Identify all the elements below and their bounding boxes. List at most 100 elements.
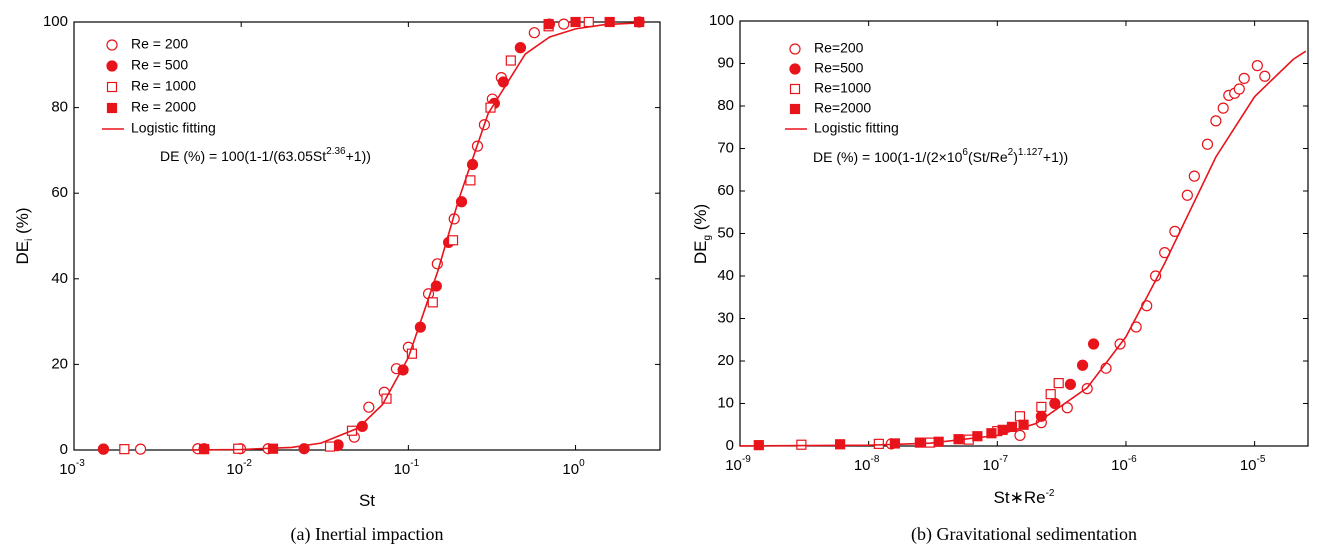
tick-exponent: 0: [579, 458, 585, 469]
tick-exponent: -9: [742, 454, 751, 465]
data-point: [1210, 115, 1222, 127]
x-tick-label: 10-2: [226, 458, 252, 478]
data-point: [528, 27, 540, 39]
text-segment: St: [359, 491, 375, 510]
data-point: [1053, 378, 1064, 389]
x-tick-label: 100: [562, 458, 585, 478]
data-point: [497, 76, 509, 88]
data-point: [134, 443, 147, 455]
legend-marker: [789, 103, 801, 115]
fit-line: [739, 50, 1307, 447]
data-point: [1014, 429, 1026, 441]
data-point: [986, 428, 997, 439]
data-point: [485, 102, 496, 113]
x-axis-label: St: [359, 491, 375, 510]
tick-base: 10: [983, 457, 1000, 474]
tick-exponent: -6: [1128, 454, 1137, 465]
legend-text: Re=500: [814, 60, 864, 76]
tick-base: 10: [226, 461, 243, 478]
legend-text: Re = 1000: [131, 78, 196, 94]
legend-text: Logistic fitting: [814, 120, 899, 136]
x-tick-label: 10-6: [1111, 454, 1137, 474]
data-point: [1018, 419, 1029, 430]
legend-marker: [789, 83, 801, 95]
data-point: [1014, 411, 1026, 422]
caption: (a) Inertial impaction: [291, 524, 444, 545]
y-axis-label: DEi (%): [13, 207, 34, 264]
data-point: [1181, 189, 1193, 201]
data-point: [835, 439, 846, 450]
data-point: [1217, 102, 1229, 114]
x-tick-label: 10-1: [394, 458, 420, 478]
y-axis-label: DEg (%): [691, 204, 712, 264]
x-tick-label: 10-8: [854, 454, 880, 474]
tick-base: 10: [1111, 457, 1128, 474]
y-tick-label: 80: [51, 99, 68, 116]
text-segment: (%): [13, 207, 32, 238]
legend-marker: [789, 43, 801, 55]
y-tick-label: 60: [51, 184, 68, 201]
legend-text: Re = 2000: [131, 99, 196, 115]
x-axis-label: St∗Re-2: [994, 488, 1055, 508]
data-point: [465, 175, 476, 186]
y-tick-label: 100: [709, 12, 734, 29]
text-segment: 2: [1008, 147, 1014, 158]
text-segment: DE (%) = 100(1-1/(63.05St: [160, 148, 326, 164]
x-tick-label: 10-5: [1240, 454, 1266, 474]
text-segment: 2.36: [326, 146, 346, 157]
data-point: [1188, 170, 1200, 182]
fit-line: [190, 22, 640, 451]
data-point: [447, 235, 459, 246]
legend-marker: [789, 63, 801, 75]
y-tick-label: 0: [726, 437, 734, 454]
tick-base: 10: [854, 457, 871, 474]
data-point: [1036, 401, 1047, 412]
data-point: [634, 16, 645, 28]
data-point: [972, 431, 983, 442]
legend-text: Re = 500: [131, 57, 188, 73]
data-point: [1076, 359, 1089, 371]
x-tick-label: 10-7: [983, 454, 1009, 474]
data-point: [914, 437, 925, 448]
y-tick-label: 40: [51, 270, 68, 287]
text-segment: St∗Re: [994, 488, 1046, 507]
y-tick-label: 20: [51, 355, 68, 372]
data-point: [1061, 402, 1073, 414]
tick-base: 10: [59, 461, 76, 478]
legend-text: Re=2000: [814, 100, 871, 116]
y-tick-label: 70: [717, 139, 734, 156]
text-segment: (%): [691, 204, 710, 235]
data-point: [1259, 70, 1271, 82]
data-point: [505, 55, 516, 66]
legend-marker: [106, 81, 118, 93]
legend-text: Re=200: [814, 40, 864, 56]
data-point: [1064, 378, 1077, 390]
y-tick-label: 50: [717, 224, 734, 241]
legend-text: Logistic fitting: [131, 120, 216, 136]
tick-base: 10: [394, 461, 411, 478]
tick-base: 10: [562, 461, 579, 478]
y-tick-label: 100: [43, 13, 68, 30]
data-point: [363, 401, 375, 413]
caption: (b) Gravitational sedimentation: [911, 524, 1137, 545]
y-tick-label: 10: [717, 394, 734, 411]
data-point: [1141, 300, 1153, 312]
text-segment: DE (%) = 100(1-1/(2×10: [813, 149, 963, 165]
data-point: [558, 18, 570, 30]
data-point: [356, 420, 368, 433]
equation: DE (%) = 100(1-1/(2×106(St/Re2)1.127+1)): [813, 147, 1068, 165]
tick-base: 10: [725, 457, 742, 474]
tick-exponent: -5: [1257, 454, 1266, 465]
tick-exponent: -8: [871, 454, 880, 465]
text-segment: +1)): [1043, 149, 1068, 165]
data-point: [427, 297, 438, 308]
y-tick-label: 90: [717, 54, 734, 71]
legend-text: Re=1000: [814, 80, 871, 96]
data-point: [604, 16, 615, 28]
data-point: [1045, 389, 1056, 400]
text-segment: i: [24, 239, 35, 241]
text-segment: 1.127: [1018, 147, 1043, 158]
text-segment: ): [1013, 149, 1018, 165]
legend-marker: [106, 39, 118, 51]
